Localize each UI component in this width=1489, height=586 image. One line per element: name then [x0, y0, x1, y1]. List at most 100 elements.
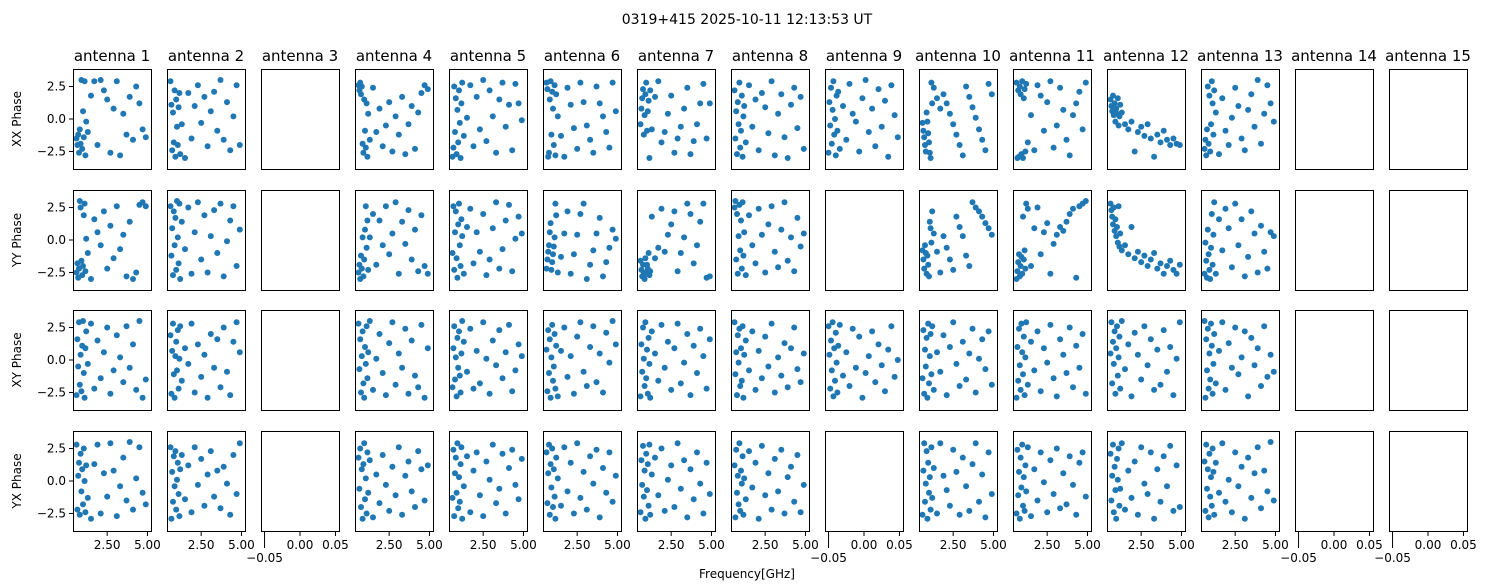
data-point — [1219, 95, 1226, 102]
data-point — [113, 78, 120, 85]
data-point — [1110, 360, 1117, 367]
data-point — [1082, 198, 1089, 204]
data-point — [82, 152, 89, 159]
data-point — [930, 84, 937, 91]
data-point — [1235, 371, 1242, 378]
data-point — [661, 364, 668, 371]
data-point — [985, 80, 992, 87]
data-point — [1238, 216, 1245, 223]
data-point — [930, 465, 937, 471]
data-point — [1205, 251, 1212, 258]
data-point — [1209, 445, 1216, 452]
data-point — [91, 216, 98, 223]
data-point — [647, 511, 654, 518]
data-point — [464, 368, 470, 375]
data-point — [107, 222, 114, 229]
data-point — [778, 226, 785, 233]
panel-frame — [355, 431, 434, 532]
panel-4-7: 2.50 5.00 — [637, 431, 725, 552]
data-point — [104, 493, 111, 500]
data-point — [832, 152, 839, 159]
panel-frame — [825, 431, 904, 532]
data-point — [408, 256, 415, 263]
data-point — [233, 491, 240, 497]
data-point — [929, 494, 936, 501]
data-point — [1173, 462, 1180, 469]
data-point — [869, 105, 876, 112]
data-point — [1016, 515, 1023, 522]
data-point — [489, 441, 496, 448]
data-point — [1053, 122, 1060, 129]
data-point — [637, 121, 644, 128]
data-point — [834, 389, 841, 396]
data-point — [502, 349, 509, 356]
data-point — [950, 319, 957, 326]
data-point — [661, 129, 668, 135]
data-point — [1024, 205, 1031, 212]
data-point — [734, 332, 741, 339]
data-point — [781, 199, 788, 206]
data-point — [963, 376, 970, 383]
panel-frame — [731, 431, 810, 532]
data-point — [1113, 345, 1120, 352]
data-point — [78, 257, 85, 264]
data-point — [953, 131, 960, 138]
panel-4-5: 2.50 5.00 — [449, 431, 537, 552]
panel-1-7 — [637, 69, 716, 170]
data-point — [825, 149, 832, 156]
data-point — [603, 489, 610, 496]
data-point — [1138, 259, 1145, 266]
data-point — [546, 511, 553, 518]
data-point — [664, 476, 671, 483]
panel-frame — [825, 69, 904, 170]
data-point — [547, 78, 554, 85]
data-point — [1203, 152, 1210, 159]
data-point — [894, 134, 901, 141]
data-point — [1015, 377, 1022, 384]
data-point — [966, 350, 973, 357]
data-point — [460, 270, 467, 277]
data-point — [593, 379, 600, 386]
y-tick-label: 2.5 — [47, 442, 66, 456]
data-point — [543, 346, 550, 353]
data-point — [1115, 354, 1122, 361]
data-point — [1241, 273, 1248, 280]
y-tick-label: −2.5 — [37, 144, 66, 158]
data-point — [1082, 493, 1089, 500]
data-point — [552, 152, 559, 159]
data-point — [453, 151, 460, 158]
data-point — [1176, 261, 1183, 268]
data-point — [370, 514, 376, 521]
data-point — [139, 394, 146, 401]
data-point — [603, 329, 610, 336]
data-point — [966, 263, 973, 269]
data-point — [130, 136, 136, 143]
data-point — [612, 235, 619, 242]
data-point — [1070, 384, 1076, 391]
x-tick-label: 5.00 — [1168, 538, 1195, 552]
data-point — [405, 207, 412, 214]
data-point — [415, 448, 422, 455]
data-point — [1248, 334, 1255, 341]
data-point — [363, 323, 370, 330]
panel-3-6 — [543, 310, 622, 411]
data-point — [697, 325, 704, 332]
data-point — [852, 364, 859, 371]
data-point — [740, 394, 747, 401]
data-point — [363, 100, 370, 107]
data-point — [1116, 333, 1123, 340]
data-point — [1160, 270, 1167, 277]
data-point — [609, 498, 616, 505]
data-point — [182, 246, 188, 253]
data-point — [1115, 122, 1122, 129]
data-point — [1267, 100, 1274, 107]
data-point — [1222, 127, 1229, 134]
data-point — [561, 230, 568, 237]
data-point — [703, 135, 710, 142]
data-point — [379, 370, 386, 376]
data-point — [74, 506, 81, 513]
data-point — [402, 240, 409, 247]
data-point — [418, 90, 425, 96]
data-point — [640, 355, 647, 362]
data-point — [929, 323, 936, 330]
